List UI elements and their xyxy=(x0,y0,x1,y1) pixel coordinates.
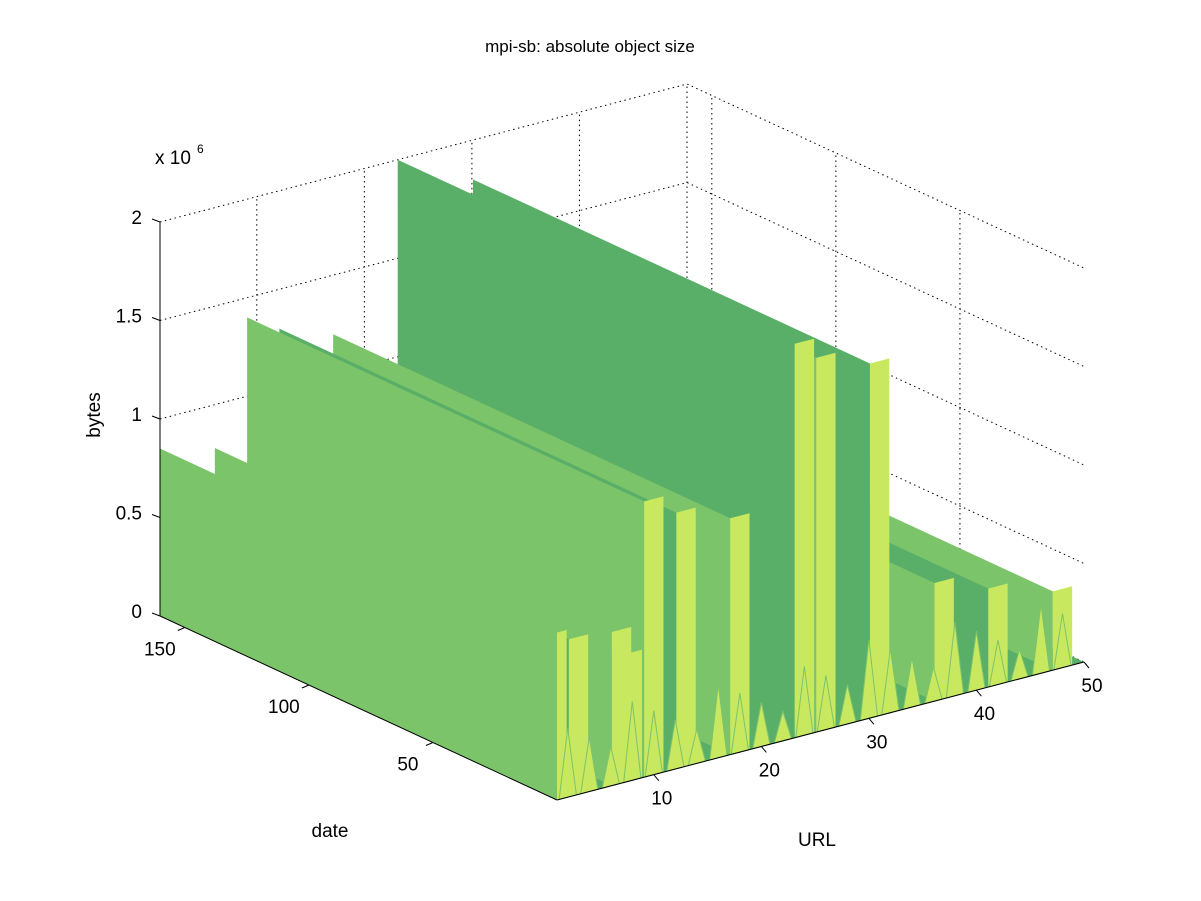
z-tick-label: 0 xyxy=(131,602,142,623)
y-tick xyxy=(425,742,434,746)
y-tick-label: 150 xyxy=(144,640,176,661)
z-exponent-power: 6 xyxy=(197,142,204,156)
x-tick xyxy=(1083,661,1090,669)
z-tick xyxy=(151,514,161,518)
x-axis-line xyxy=(556,661,1085,801)
surface-layer xyxy=(160,159,1084,801)
x-tick-label: 10 xyxy=(651,789,672,810)
z-gridline xyxy=(159,280,1085,466)
z-tick xyxy=(151,218,161,223)
z-tick-label: 1 xyxy=(131,405,142,426)
x-tick xyxy=(976,689,982,697)
z-tick xyxy=(151,415,161,420)
x-tick-label: 30 xyxy=(866,732,887,753)
z-tick-label: 0.5 xyxy=(116,504,142,525)
x-tick xyxy=(653,774,660,781)
z-tick xyxy=(151,612,161,617)
z-tick xyxy=(151,317,161,321)
z-gridline xyxy=(159,378,1085,564)
x-tick-label: 20 xyxy=(759,760,780,781)
y-axis-label: date xyxy=(312,821,349,842)
ridge-cap xyxy=(644,496,664,778)
ridge-cap xyxy=(730,513,750,755)
y-tick xyxy=(301,684,310,689)
x-tick xyxy=(868,718,875,725)
ridge-cap xyxy=(816,352,836,733)
ridge-cap xyxy=(611,626,632,786)
ridge-cap xyxy=(988,583,1008,688)
ridge-cap xyxy=(869,358,890,719)
ridge-cap xyxy=(676,507,696,769)
z-axis-label: bytes xyxy=(84,392,105,437)
x-tick-label: 50 xyxy=(1081,676,1102,697)
x-tick-label: 40 xyxy=(974,704,995,725)
z-exponent-base: x 10 xyxy=(155,148,191,169)
z-tick-label: 1.5 xyxy=(116,307,142,328)
ridge-cap xyxy=(794,338,815,738)
x-axis-label: URL xyxy=(798,830,836,851)
z-gridline xyxy=(159,181,1085,367)
ridge-cap xyxy=(568,634,589,797)
z-gridline xyxy=(159,83,1085,269)
y-tick xyxy=(177,627,186,631)
y-tick-label: 50 xyxy=(397,755,418,776)
y-tick-label: 100 xyxy=(268,697,300,718)
ridge-face xyxy=(160,448,557,800)
chart-title: mpi-sb: absolute object size xyxy=(485,37,695,56)
y-axis-line xyxy=(159,615,558,801)
x-tick xyxy=(760,746,767,753)
z-tick-label: 2 xyxy=(131,208,142,229)
